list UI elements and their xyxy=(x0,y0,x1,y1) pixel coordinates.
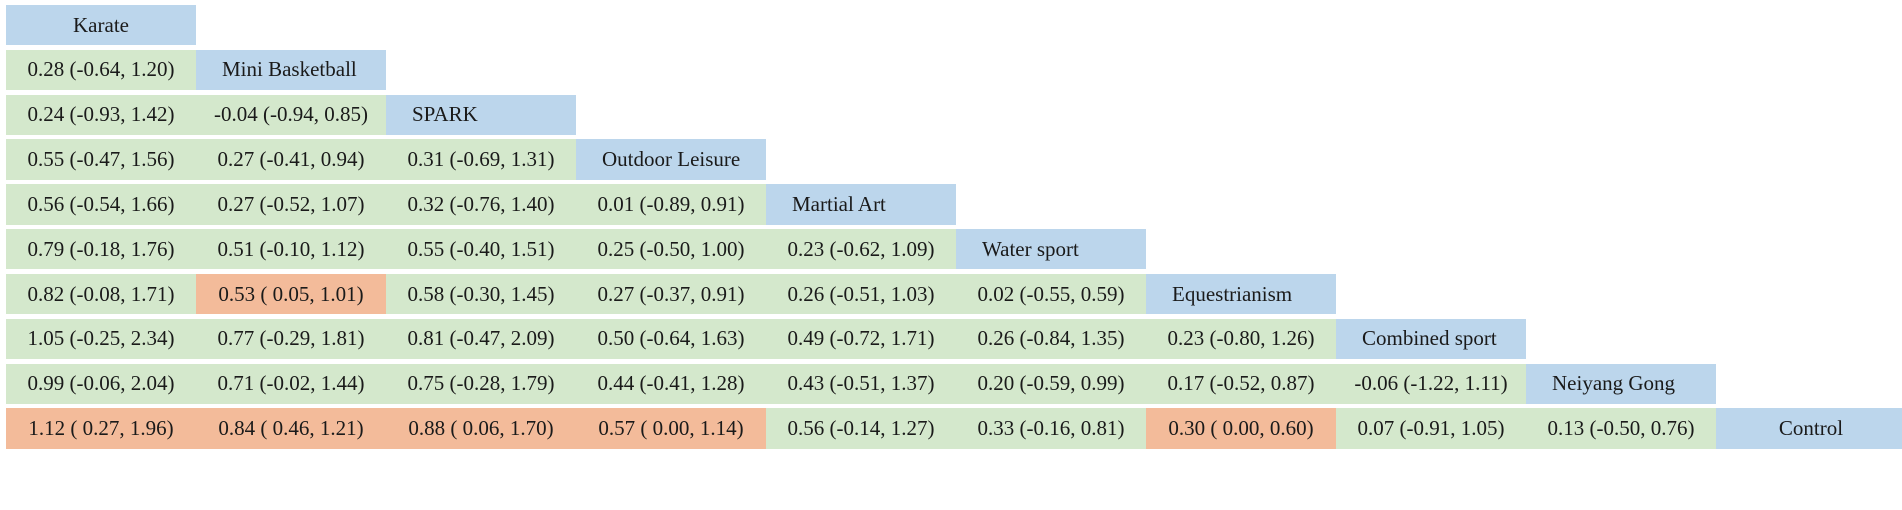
comparison-cell: 0.51 (-0.10, 1.12) xyxy=(196,229,386,270)
comparison-cell: 0.55 (-0.40, 1.51) xyxy=(386,229,576,270)
treatment-header-cell: Martial Art xyxy=(766,184,956,225)
table-row: 0.82 (-0.08, 1.71) 0.53 ( 0.05, 1.01) 0.58… xyxy=(6,273,1902,315)
treatment-header-cell: Neiyang Gong xyxy=(1526,363,1716,404)
comparison-cell: 0.25 (-0.50, 1.00) xyxy=(576,229,766,270)
significant-comparison-cell: 0.57 ( 0.00, 1.14) xyxy=(576,408,766,449)
comparison-cell: 0.43 (-0.51, 1.37) xyxy=(766,363,956,404)
table-row: 1.05 (-0.25, 2.34) 0.77 (-0.29, 1.81) 0.81… xyxy=(6,318,1902,359)
comparison-cell: 0.26 (-0.84, 1.35) xyxy=(956,318,1146,359)
significant-comparison-cell: 0.30 ( 0.00, 0.60) xyxy=(1146,408,1336,449)
comparison-cell: 0.31 (-0.69, 1.31) xyxy=(386,139,576,180)
table-row: 0.24 (-0.93, 1.42) -0.04 (-0.94, 0.85) SPA… xyxy=(6,94,1902,135)
comparison-cell: 1.05 (-0.25, 2.34) xyxy=(6,318,196,359)
treatment-header-cell: Equestrianism xyxy=(1146,273,1336,315)
comparison-cell: 0.07 (-0.91, 1.05) xyxy=(1336,408,1526,449)
table-row: 0.56 (-0.54, 1.66) 0.27 (-0.52, 1.07) 0.32… xyxy=(6,184,1902,225)
comparison-cell: 0.58 (-0.30, 1.45) xyxy=(386,273,576,315)
comparison-cell: 0.28 (-0.64, 1.20) xyxy=(6,49,196,91)
significant-comparison-cell: 1.12 ( 0.27, 1.96) xyxy=(6,408,196,449)
comparison-cell: 0.27 (-0.52, 1.07) xyxy=(196,184,386,225)
comparison-cell: 0.20 (-0.59, 0.99) xyxy=(956,363,1146,404)
comparison-cell: 0.55 (-0.47, 1.56) xyxy=(6,139,196,180)
comparison-cell: 0.26 (-0.51, 1.03) xyxy=(766,273,956,315)
comparison-cell: 0.81 (-0.47, 2.09) xyxy=(386,318,576,359)
comparison-cell: 0.17 (-0.52, 0.87) xyxy=(1146,363,1336,404)
table-row: 1.12 ( 0.27, 1.96) 0.84 ( 0.46, 1.21) 0.88… xyxy=(6,408,1902,449)
comparison-cell: 0.23 (-0.62, 1.09) xyxy=(766,229,956,270)
comparison-cell: 0.01 (-0.89, 0.91) xyxy=(576,184,766,225)
comparison-cell: 0.23 (-0.80, 1.26) xyxy=(1146,318,1336,359)
comparison-cell: 0.27 (-0.37, 0.91) xyxy=(576,273,766,315)
comparison-cell: 0.71 (-0.02, 1.44) xyxy=(196,363,386,404)
comparison-cell: 0.82 (-0.08, 1.71) xyxy=(6,273,196,315)
comparison-cell: 0.27 (-0.41, 0.94) xyxy=(196,139,386,180)
comparison-cell: 0.56 (-0.54, 1.66) xyxy=(6,184,196,225)
table-row: 0.28 (-0.64, 1.20) Mini Basketball xyxy=(6,49,1902,91)
comparison-cell: 0.13 (-0.50, 0.76) xyxy=(1526,408,1716,449)
treatment-header-cell: SPARK xyxy=(386,94,576,135)
treatment-header-cell: Water sport xyxy=(956,229,1146,270)
comparison-cell: 0.24 (-0.93, 1.42) xyxy=(6,94,196,135)
treatment-header-cell: Mini Basketball xyxy=(196,49,386,91)
significant-comparison-cell: 0.88 ( 0.06, 1.70) xyxy=(386,408,576,449)
comparison-cell: -0.06 (-1.22, 1.11) xyxy=(1336,363,1526,404)
table-row: 0.99 (-0.06, 2.04) 0.71 (-0.02, 1.44) 0.75… xyxy=(6,363,1902,404)
comparison-cell: 0.32 (-0.76, 1.40) xyxy=(386,184,576,225)
comparison-cell: 0.49 (-0.72, 1.71) xyxy=(766,318,956,359)
comparison-cell: 0.56 (-0.14, 1.27) xyxy=(766,408,956,449)
comparison-cell: 0.02 (-0.55, 0.59) xyxy=(956,273,1146,315)
table-row: 0.55 (-0.47, 1.56) 0.27 (-0.41, 0.94) 0.31… xyxy=(6,139,1902,180)
table-row: Karate xyxy=(6,5,1902,46)
league-table: Karate 0.28 (-0.64, 1.20) Mini Basketball 0… xyxy=(6,5,1902,449)
significant-comparison-cell: 0.84 ( 0.46, 1.21) xyxy=(196,408,386,449)
treatment-header-cell: Control xyxy=(1716,408,1902,449)
comparison-cell: -0.04 (-0.94, 0.85) xyxy=(196,94,386,135)
comparison-cell: 0.50 (-0.64, 1.63) xyxy=(576,318,766,359)
comparison-cell: 0.75 (-0.28, 1.79) xyxy=(386,363,576,404)
treatment-header-cell: Karate xyxy=(6,5,196,46)
significant-comparison-cell: 0.53 ( 0.05, 1.01) xyxy=(196,273,386,315)
comparison-cell: 0.77 (-0.29, 1.81) xyxy=(196,318,386,359)
treatment-header-cell: Combined sport xyxy=(1336,318,1526,359)
comparison-cell: 0.99 (-0.06, 2.04) xyxy=(6,363,196,404)
treatment-header-cell: Outdoor Leisure xyxy=(576,139,766,180)
comparison-cell: 0.79 (-0.18, 1.76) xyxy=(6,229,196,270)
comparison-cell: 0.33 (-0.16, 0.81) xyxy=(956,408,1146,449)
table-row: 0.79 (-0.18, 1.76) 0.51 (-0.10, 1.12) 0.55… xyxy=(6,229,1902,270)
comparison-cell: 0.44 (-0.41, 1.28) xyxy=(576,363,766,404)
